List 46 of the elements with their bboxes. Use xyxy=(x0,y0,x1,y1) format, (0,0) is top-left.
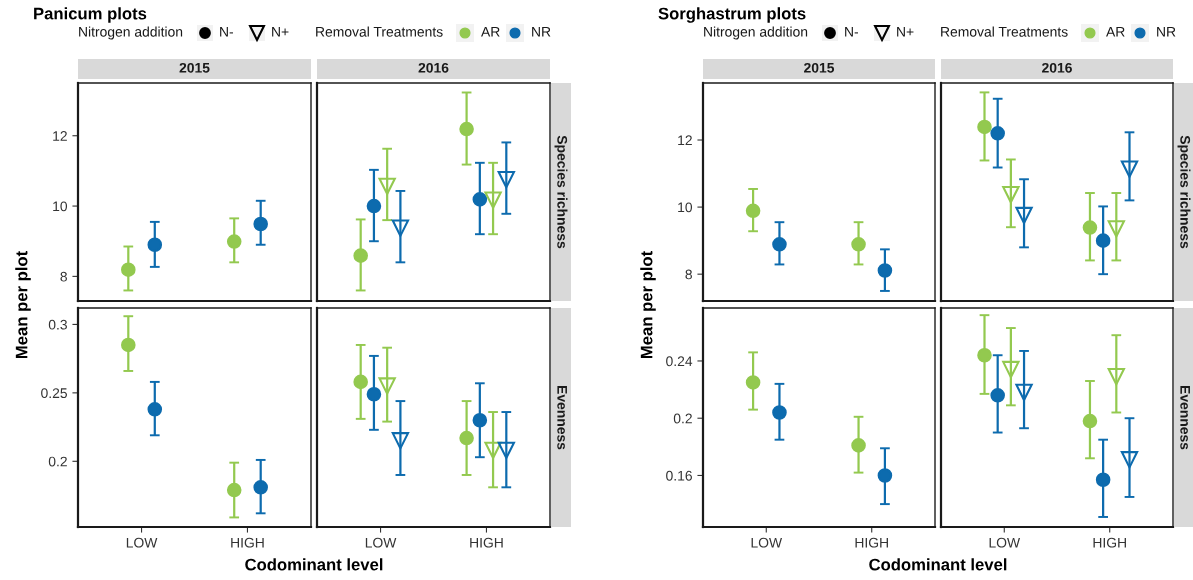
legend-title: Removal Treatments xyxy=(941,26,1068,37)
legend-title: Removal Treatments xyxy=(316,26,443,37)
x-tick-label: LOW xyxy=(126,537,158,548)
text: Species richness xyxy=(554,135,568,249)
y-tick-label: 0.24 xyxy=(666,356,693,367)
chart-subtitle: Sorghastrum plots xyxy=(658,7,806,23)
chart-title: 2015 xyxy=(179,62,210,73)
y-tick-label: 8 xyxy=(685,269,692,280)
legend-label: NR xyxy=(1157,27,1176,37)
legend-label: NR xyxy=(532,27,551,37)
y-tick-label: 0.2 xyxy=(48,456,67,467)
chart-title: 2016 xyxy=(418,62,449,73)
y-tick-label: 0.2 xyxy=(673,413,692,424)
y-tick-label: 12 xyxy=(53,131,67,141)
x-axis-title: Codominant level xyxy=(245,558,383,571)
y-tick-label: 8 xyxy=(60,271,67,282)
chart-title: 2016 xyxy=(1042,62,1072,73)
y-axis-title: Mean per plot xyxy=(15,251,31,359)
y-tick-label: 0.25 xyxy=(41,388,67,399)
y-tick-label: 0.3 xyxy=(48,319,67,330)
legend-label: AR xyxy=(481,27,500,37)
text: N- xyxy=(220,27,234,37)
text: N+ xyxy=(272,27,289,37)
x-tick-label: HIGH xyxy=(855,537,888,548)
legend-label: AR xyxy=(1106,27,1125,37)
text: N- xyxy=(845,27,859,37)
y-tick-label: 12 xyxy=(678,135,692,146)
text: Species richness xyxy=(1177,135,1191,249)
text: N+ xyxy=(897,27,914,37)
x-tick-label: LOW xyxy=(365,537,397,548)
legend-title: Nitrogen addition xyxy=(79,26,183,40)
x-tick-label: HIGH xyxy=(1093,537,1126,548)
y-tick-label: 10 xyxy=(53,201,68,212)
y-tick-label: 10 xyxy=(678,202,693,213)
text: Evenness xyxy=(1180,386,1190,450)
x-tick-label: LOW xyxy=(989,537,1021,548)
x-tick-label: HIGH xyxy=(231,537,264,548)
y-axis-title: Mean per plot xyxy=(640,251,656,359)
chart-subtitle: Panicum plots xyxy=(34,7,147,23)
x-tick-label: HIGH xyxy=(470,537,503,548)
chart-title: 2015 xyxy=(804,62,835,73)
legend-title: Nitrogen addition xyxy=(704,26,808,40)
y-tick-label: 0.16 xyxy=(666,470,692,481)
x-tick-label: LOW xyxy=(751,537,783,548)
text: Evenness xyxy=(557,386,567,450)
x-axis-title: Codominant level xyxy=(869,558,1007,571)
